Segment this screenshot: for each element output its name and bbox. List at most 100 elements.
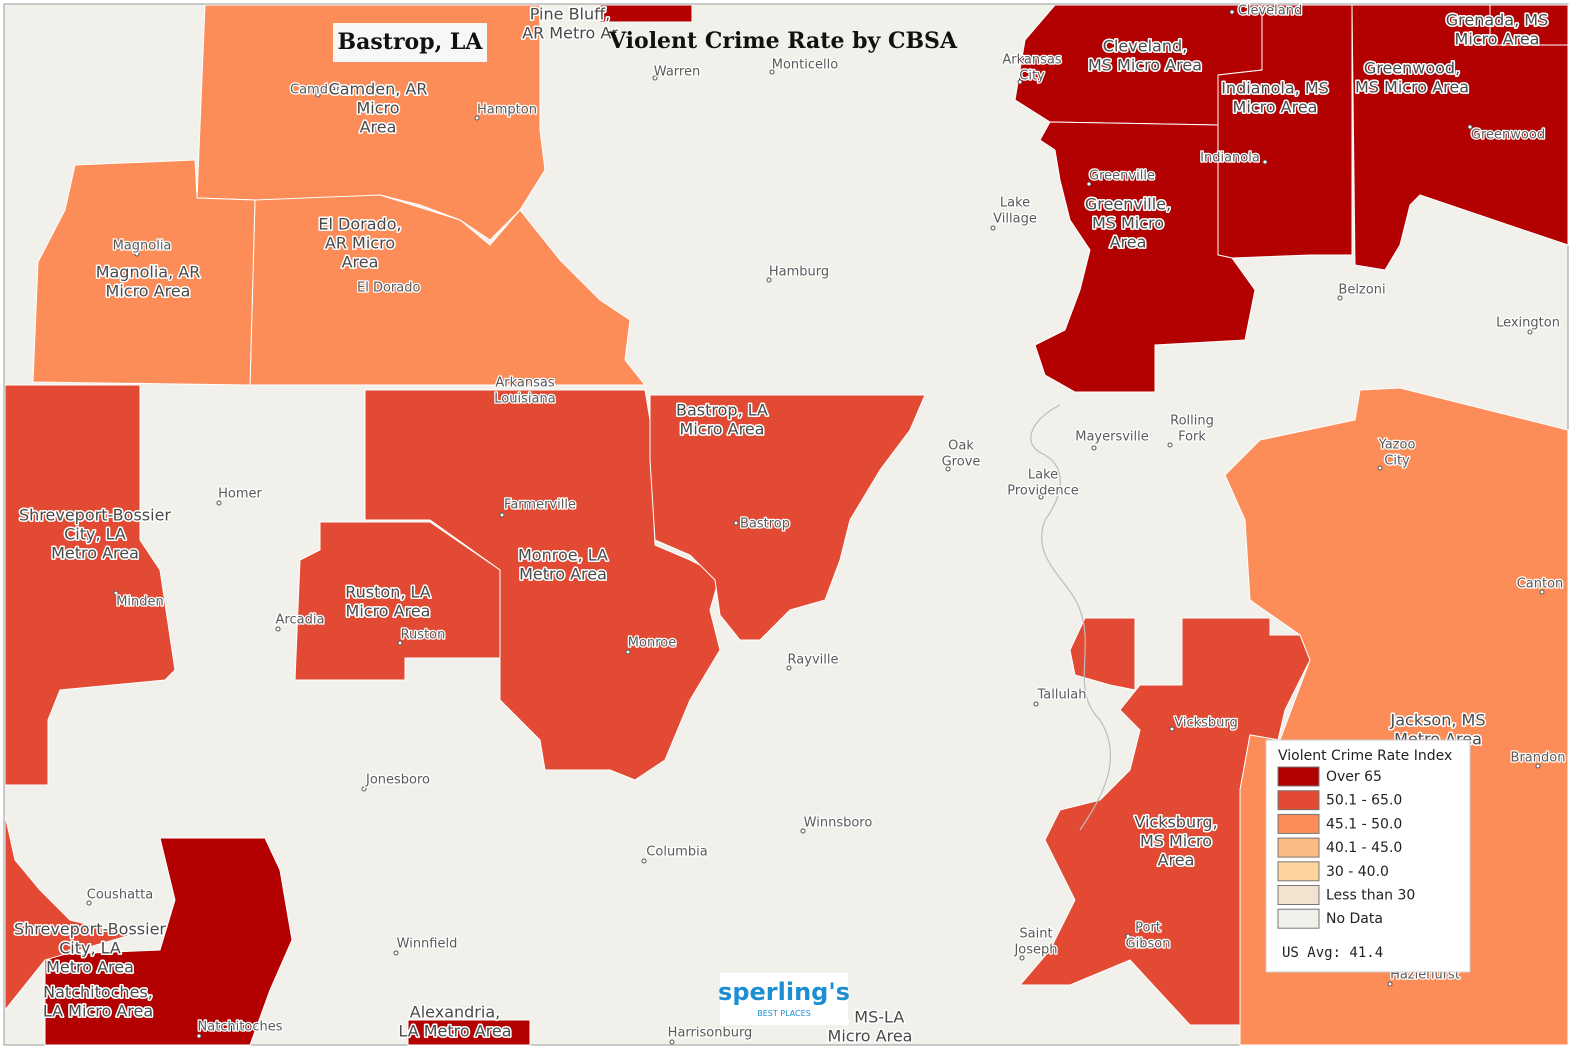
city-label: Rayville [788, 653, 839, 668]
city-label: Fork [1178, 430, 1206, 445]
city-label: Greenwood [1471, 128, 1545, 143]
region-label: Indianola, MS [1221, 79, 1329, 98]
city-dot [1169, 726, 1175, 732]
region-label: Micro Area [680, 420, 765, 439]
city-label: Oak [948, 439, 974, 454]
legend-swatch [1277, 813, 1320, 834]
region-label: MS Micro Area [1088, 56, 1202, 75]
city-label: Grove [942, 455, 981, 470]
city-dot [766, 277, 772, 283]
city-dot [397, 640, 403, 646]
legend-swatch [1277, 885, 1320, 905]
region-label: Micro [356, 99, 399, 118]
legend-label: 45.1 - 50.0 [1326, 816, 1402, 832]
city-dot [1467, 124, 1473, 130]
logo-text: sperling's [718, 978, 850, 1006]
city-label: Hamburg [769, 265, 829, 280]
region-label: Area [360, 118, 397, 137]
region-label: AR Micro [325, 234, 395, 253]
region-label: Magnolia, AR [96, 263, 201, 282]
city-label: Hampton [477, 103, 537, 118]
city-dot [990, 225, 996, 231]
map-title: Violent Crime Rate by CBSA [608, 28, 958, 54]
legend-label: Less than 30 [1326, 888, 1415, 904]
city-dot [134, 251, 140, 257]
region-label: Metro Area [519, 565, 607, 584]
city-dot [113, 590, 119, 596]
city-label: Coushatta [87, 888, 153, 903]
city-label: Minden [116, 595, 164, 610]
city-label: City [1384, 454, 1410, 469]
region-area [407, 1019, 531, 1046]
city-label: Bastrop [740, 517, 790, 532]
region-label: Micro Area [346, 602, 431, 621]
city-label: Port [1135, 921, 1161, 936]
city-label: Homer [218, 487, 262, 502]
regions [4, 4, 1569, 1046]
location-label: Bastrop, LA [338, 29, 484, 55]
region-label: z, MS-LA [836, 1008, 905, 1027]
legend-label: 40.1 - 45.0 [1326, 840, 1402, 856]
city-dot [1539, 589, 1545, 595]
city-label: Vicksburg [1174, 716, 1238, 731]
city-label: Yazoo [1378, 438, 1416, 453]
region-area [44, 837, 293, 1046]
region-area [1489, 4, 1569, 46]
region-label: Area [1158, 851, 1195, 870]
region-label: Micro Area [1455, 30, 1540, 49]
city-dot [800, 828, 806, 834]
region-label: AR Metro Ar [522, 24, 618, 43]
region-label: Metro Area [51, 544, 139, 563]
city-dot [1033, 701, 1039, 707]
city-dot [1527, 329, 1533, 335]
region-label: El Dorado, [318, 215, 401, 234]
city-label: City [1019, 69, 1045, 84]
region-label: Jackson, MS [1390, 711, 1486, 730]
city-dot [669, 1039, 675, 1045]
city-label: Brandon [1511, 751, 1566, 766]
city-label: Columbia [646, 845, 707, 860]
city-dot [769, 69, 775, 75]
region-label: Metro Area [46, 958, 134, 977]
city-dot [1017, 79, 1023, 85]
city-label: Providence [1007, 484, 1079, 499]
region-label: Camden, AR [329, 80, 428, 99]
region-area [4, 814, 132, 1012]
city-label: Magnolia [113, 239, 172, 254]
city-dot [1086, 181, 1092, 187]
legend-label: 50.1 - 65.0 [1326, 793, 1402, 809]
river [1030, 404, 1111, 831]
city-label: Monticello [772, 58, 838, 73]
region-label: MS Micro Area [1355, 78, 1469, 97]
city-label: Joseph [1013, 943, 1057, 958]
city-dot [1091, 445, 1097, 451]
city-dot [315, 92, 321, 98]
logo-subtext: BEST PLACES [757, 1009, 811, 1018]
region-label: City, LA [59, 939, 121, 958]
city-label: Belzoni [1338, 283, 1385, 298]
region-label: Micro Area [828, 1027, 913, 1046]
region-label: LA Micro Area [43, 1002, 153, 1021]
region-label: Natchitoches, [43, 983, 153, 1002]
city-label: Arkansas [495, 376, 554, 391]
city-dot [361, 786, 367, 792]
city-label: Natchitoches [198, 1020, 283, 1035]
region-label: Greenville, [1085, 195, 1171, 214]
region-label: Greenwood, [1364, 59, 1460, 78]
legend-title: Violent Crime Rate Index [1278, 748, 1452, 764]
city-label: Camden [290, 83, 344, 98]
region-label: Cleveland, [1103, 37, 1187, 56]
region-label: City, LA [64, 525, 126, 544]
city-dot [216, 500, 222, 506]
region-label: Alexandria, [410, 1003, 500, 1022]
city-label: Jonesboro [365, 773, 430, 788]
region-area [294, 521, 501, 681]
legend-swatch [1277, 837, 1320, 858]
city-label: Village [993, 212, 1037, 227]
location-box [333, 23, 487, 62]
city-label: Rolling [1170, 414, 1214, 429]
region-label: Bastrop, LA [676, 401, 768, 420]
city-dot [1125, 933, 1131, 939]
